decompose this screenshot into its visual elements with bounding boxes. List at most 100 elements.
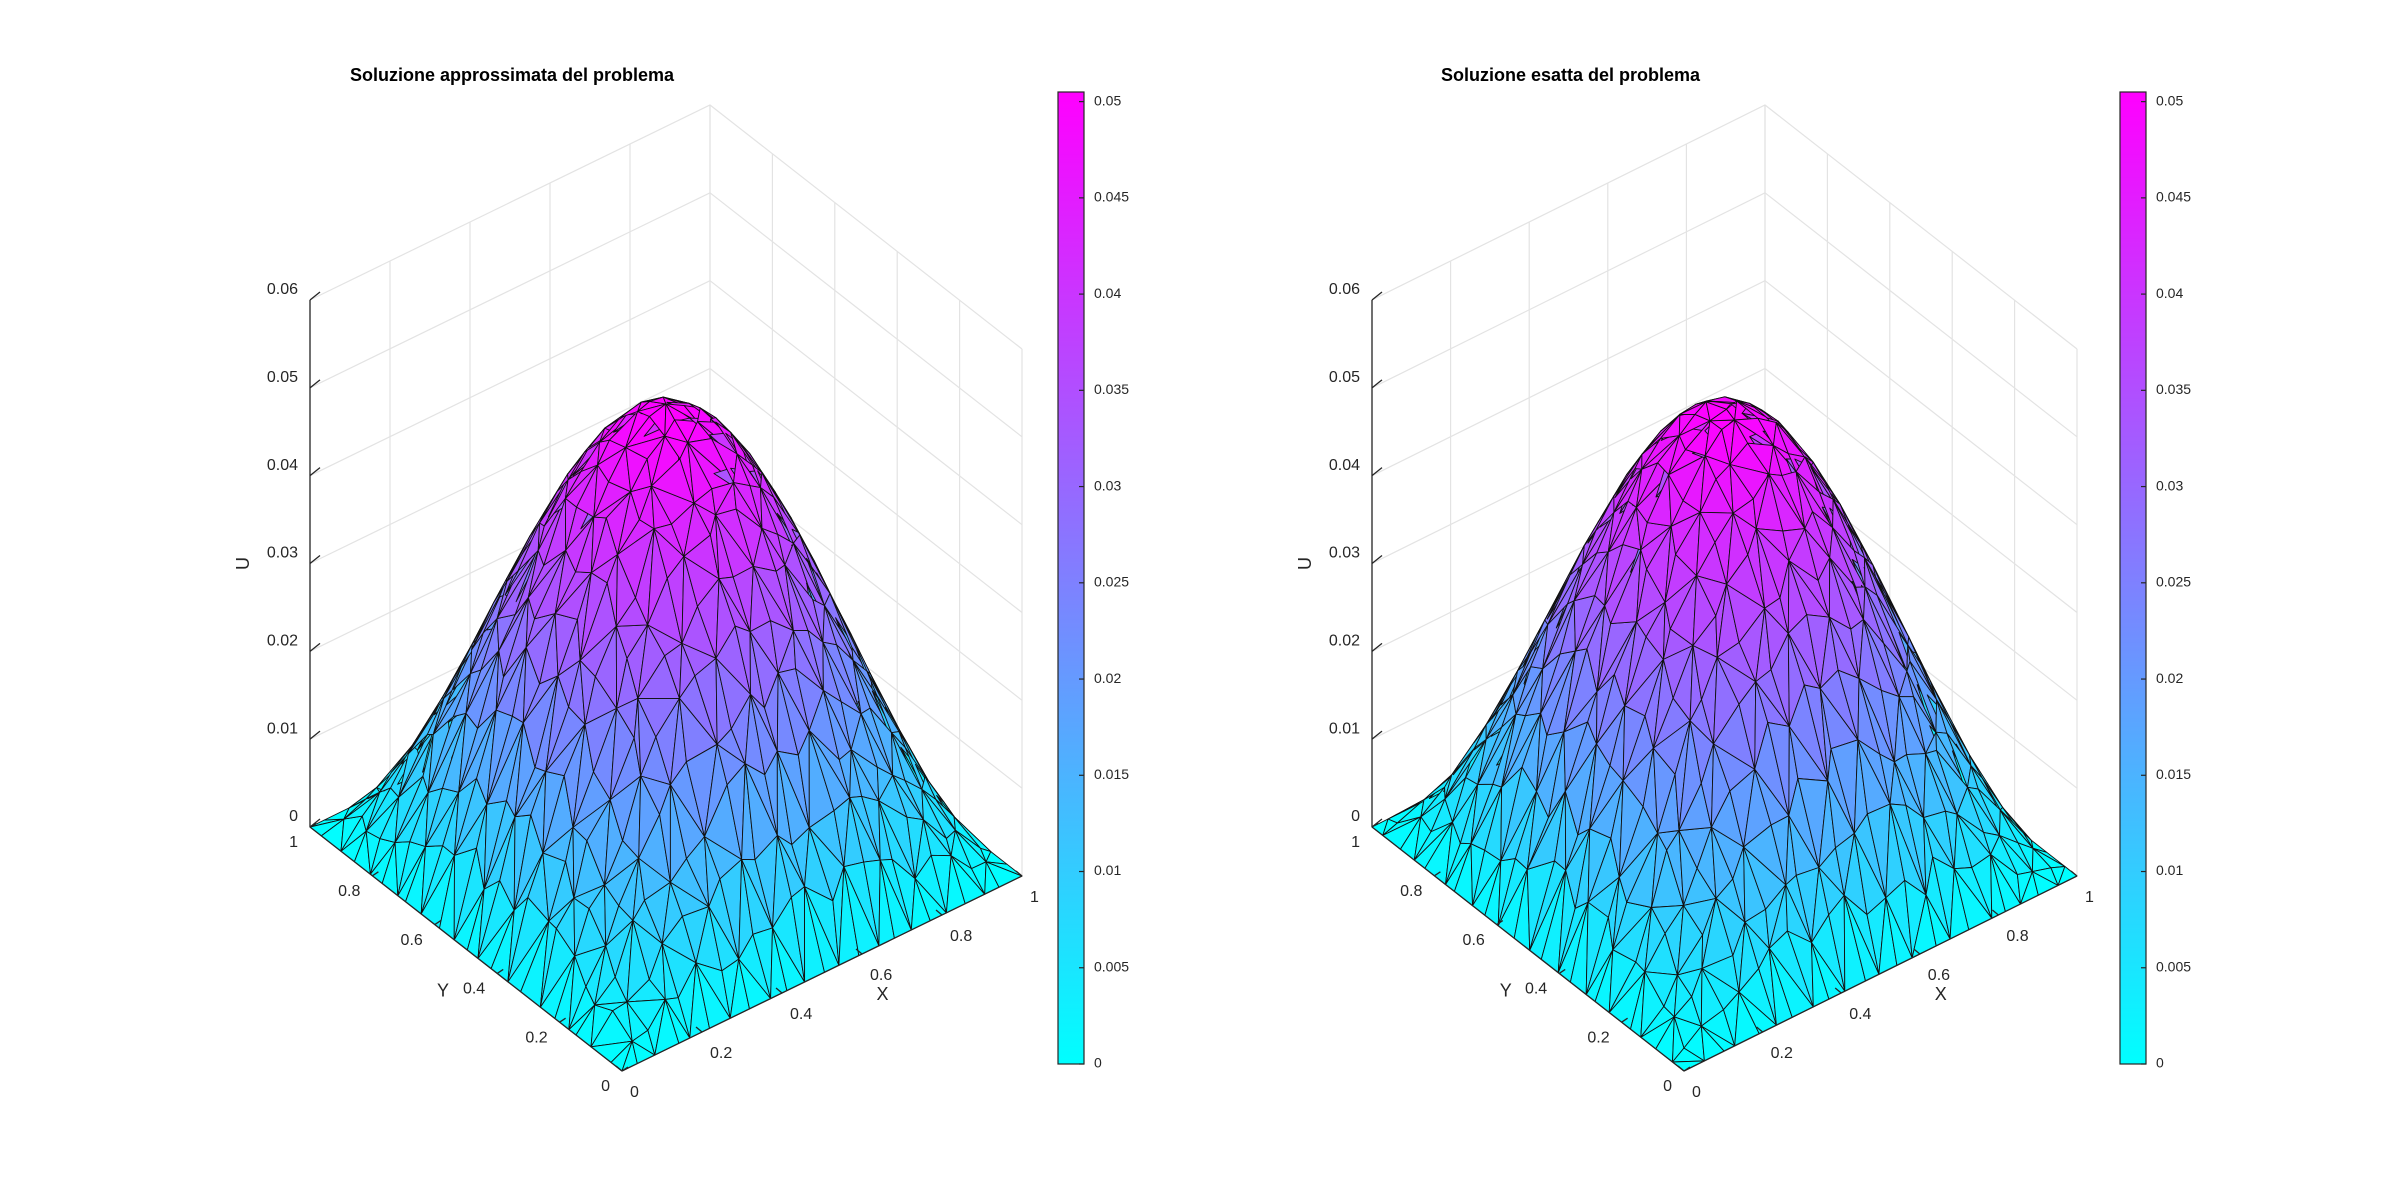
colorbar	[1057, 91, 1085, 1065]
z-tick-mark	[309, 730, 321, 740]
x-tick-label: 0.8	[2006, 928, 2028, 945]
colorbar-tick-label: 0	[2156, 1055, 2164, 1071]
x-tick-mark	[855, 948, 863, 955]
x-tick-label: 0.8	[950, 928, 972, 945]
x-tick-mark	[1677, 1065, 1685, 1072]
colorbar-tick-label: 0.015	[2156, 766, 2191, 782]
surface-mesh	[1371, 396, 2078, 1072]
chart-panel-1: 0 0.2 0.4 0.6 0.8 1 0 0.2 0.4 0.6 0.8 1 0 0.01 0.02 0.0…	[233, 65, 1129, 1101]
y-tick-label: 0.4	[1525, 981, 1547, 998]
colorbar-tick-label: 0.045	[2156, 189, 2191, 205]
x-axis-line	[621, 875, 1023, 1072]
surface-face	[1660, 413, 1681, 439]
y-tick-label: 0.8	[1400, 883, 1422, 900]
z-tick-label: 0.02	[1329, 633, 1360, 650]
y-tick-mark	[496, 968, 504, 974]
colorbar-tick-label: 0.05	[2156, 92, 2183, 108]
y-tick-mark	[1683, 1066, 1691, 1072]
z-tick-mark	[309, 554, 321, 565]
chart-title: Soluzione approssimata del problema	[350, 65, 675, 85]
colorbar	[2119, 91, 2147, 1065]
x-tick-label: 1	[1030, 889, 1039, 906]
x-tick-mark	[775, 987, 783, 994]
x-tick-label: 0.4	[790, 1006, 812, 1023]
colorbar-tick-label: 0.02	[2156, 670, 2183, 686]
y-tick-label: 0.6	[1463, 932, 1485, 949]
y-axis-line	[309, 826, 623, 1072]
x-tick-label: 0.4	[1849, 1006, 1871, 1023]
colorbar-tick-label: 0.045	[1094, 189, 1129, 205]
z-tick-label: 0.03	[267, 545, 298, 562]
x-axis-label: X	[877, 984, 889, 1004]
y-tick-mark	[1496, 920, 1504, 926]
grid-line-z	[309, 104, 1023, 350]
z-tick-label: 0.04	[1329, 457, 1360, 474]
colorbar-tick-label: 0.005	[2156, 958, 2191, 974]
colorbar-tick-label: 0.03	[1094, 477, 1121, 493]
z-tick-mark	[1371, 291, 1383, 301]
x-axis-line	[1683, 875, 2078, 1072]
x-tick-mark	[1913, 948, 1921, 955]
colorbar-tick-label: 0.04	[2156, 285, 2183, 301]
z-tick-label: 0	[1351, 808, 1360, 825]
x-tick-label: 0	[1692, 1084, 1701, 1101]
z-tick-mark	[1371, 379, 1383, 389]
z-tick-mark	[309, 379, 321, 389]
y-tick-mark	[1434, 871, 1441, 877]
y-tick-label: 0.8	[338, 883, 360, 900]
z-tick-label: 0.01	[267, 720, 298, 737]
z-tick-mark	[309, 642, 321, 652]
x-tick-label: 0.2	[1771, 1045, 1793, 1062]
z-axis-label: U	[1295, 557, 1315, 570]
chart-title: Soluzione esatta del problema	[1441, 65, 1701, 85]
x-tick-label: 0	[630, 1084, 639, 1101]
y-tick-mark	[1558, 968, 1566, 974]
y-tick-label: 0.2	[525, 1029, 547, 1046]
chart-panel-2: 0 0.2 0.4 0.6 0.8 1 0 0.2 0.4 0.6 0.8 1 0 0.01 0.02 0.0…	[1295, 65, 2191, 1101]
z-tick-label: 0.04	[267, 457, 298, 474]
y-tick-mark	[1621, 1017, 1628, 1023]
z-tick-mark	[309, 291, 321, 301]
x-tick-mark	[615, 1065, 623, 1072]
y-axis-line	[1371, 826, 1685, 1072]
colorbar-tick-label: 0.035	[1094, 381, 1129, 397]
colorbar-tick-label: 0.025	[1094, 574, 1129, 590]
z-tick-label: 0.06	[267, 281, 298, 298]
x-tick-mark	[1015, 870, 1023, 877]
colorbar-tick-label: 0.05	[1094, 92, 1121, 108]
y-tick-label: 0.6	[401, 932, 423, 949]
colorbar-tick-label: 0.025	[2156, 574, 2191, 590]
x-tick-mark	[695, 1026, 703, 1033]
surface-face	[985, 861, 1023, 877]
x-tick-mark	[1756, 1026, 1764, 1033]
colorbar-tick-label: 0.04	[1094, 285, 1121, 301]
z-tick-label: 0.05	[267, 369, 298, 386]
z-tick-label: 0.01	[1329, 720, 1360, 737]
z-tick-label: 0.02	[267, 633, 298, 650]
y-axis-label: Y	[1500, 981, 1512, 1001]
colorbar-tick-label: 0.03	[2156, 477, 2183, 493]
z-tick-mark	[1371, 642, 1383, 652]
colorbar-tick-label: 0.015	[1094, 766, 1129, 782]
z-tick-label: 0.03	[1329, 545, 1360, 562]
z-tick-mark	[1371, 554, 1383, 565]
x-tick-label: 0.6	[1928, 967, 1950, 984]
colorbar-tick-label: 0.01	[1094, 862, 1121, 878]
z-axis-label: U	[233, 557, 253, 570]
z-tick-label: 0.05	[1329, 369, 1360, 386]
x-tick-mark	[2070, 870, 2078, 877]
y-tick-mark	[559, 1017, 566, 1023]
x-tick-label: 0.2	[710, 1045, 732, 1062]
y-tick-label: 0.4	[463, 981, 485, 998]
y-tick-label: 0.2	[1587, 1029, 1609, 1046]
x-axis-label: X	[1935, 984, 1947, 1004]
x-tick-mark	[1991, 909, 1999, 916]
z-tick-mark	[1371, 467, 1383, 477]
y-tick-mark	[621, 1066, 629, 1072]
colorbar-tick-label: 0.02	[1094, 670, 1121, 686]
grid-line-z	[1371, 104, 2078, 350]
z-tick-mark	[309, 467, 321, 477]
z-tick-mark	[309, 818, 321, 828]
z-tick-mark	[1371, 730, 1383, 740]
